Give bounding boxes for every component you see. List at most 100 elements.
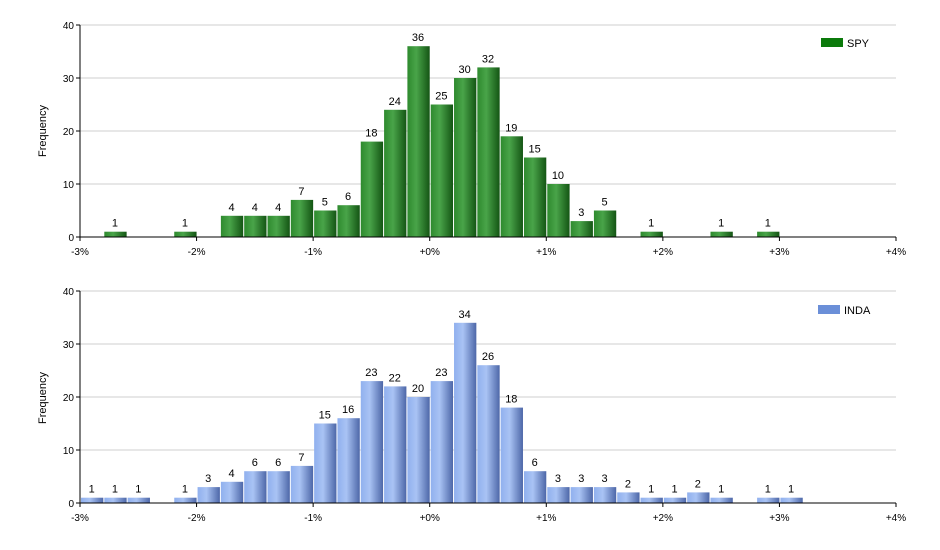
bar-value-label: 6 [532,457,538,469]
histogram-bar [244,215,267,237]
histogram-bar [267,215,290,237]
histogram-bar [663,497,687,503]
histogram-bar [570,487,593,503]
y-axis-label: Frequency [37,372,49,424]
x-tick-label: -1% [304,513,322,524]
histogram-bar [220,215,244,237]
x-tick-label: +0% [420,247,440,258]
bar-value-label: 30 [459,64,471,76]
bar-value-label: 32 [482,53,494,65]
bar-value-label: 10 [552,170,564,182]
legend-label-inda: INDA [844,305,871,317]
bar-value-label: 2 [695,478,701,490]
y-tick-label: 10 [63,446,75,457]
bar-value-label: 2 [625,478,631,490]
bar-value-label: 16 [342,404,354,416]
x-tick-label: -2% [188,513,206,524]
legend-swatch-inda [818,305,840,314]
histogram-bar [710,231,733,237]
bar-value-label: 25 [435,91,447,103]
histogram-bar [547,487,570,503]
bar-value-label: 23 [435,367,447,379]
histogram-bar [570,221,593,237]
histogram-bar [360,381,384,503]
axes: 0 10 20 30 40 -3% -2% -1% +0% +1% +2% +3% +4% [63,287,906,524]
bar-value-label: 22 [389,372,401,384]
histogram-bar [267,471,290,503]
bar-value-label: 26 [482,351,494,363]
bar-value-label: 1 [648,484,654,496]
histogram-bar [454,78,477,237]
histogram-bar [314,210,337,237]
bar-value-label: 1 [135,484,141,496]
histogram-bar [197,487,220,503]
y-tick-label: 0 [68,233,74,244]
bar-series-inda [81,322,803,503]
bar-value-label: 1 [112,218,118,230]
bar-value-label: 18 [505,394,517,406]
bar-value-label: 23 [365,367,377,379]
histogram-bar [757,497,780,503]
histogram-bar [454,322,477,503]
histogram-bar [477,67,500,238]
x-tick-label: +2% [653,513,673,524]
x-tick-label: +2% [653,247,673,258]
histogram-bar [104,497,127,503]
bar-value-label: 1 [182,218,188,230]
histogram-bar [81,497,104,503]
histogram-bar [430,381,454,503]
histogram-bar [500,136,523,237]
x-tick-label: +1% [536,247,556,258]
y-tick-label: 10 [63,180,75,191]
bar-value-label: 4 [275,202,281,214]
legend-label-spy: SPY [847,38,870,50]
y-axis-label: Frequency [37,105,49,157]
bar-value-label: 1 [765,218,771,230]
bar-value-label: 1 [718,218,724,230]
y-tick-label: 30 [63,340,75,351]
bar-value-label: 7 [298,186,304,198]
x-tick-label: +0% [420,513,440,524]
y-tick-label: 30 [63,74,75,85]
histogram-bar [523,471,547,503]
histogram-bar [290,199,314,237]
x-tick-label: +3% [769,513,789,524]
bar-value-label: 1 [89,484,95,496]
bar-value-label: 1 [648,218,654,230]
bar-value-label: 3 [602,473,608,485]
histogram-bar [640,497,663,503]
histogram-bar [430,104,454,237]
histogram-bar [710,497,733,503]
bar-value-label: 20 [412,383,424,395]
y-tick-label: 40 [63,287,75,298]
x-tick-label: -3% [71,247,89,258]
histogram-bar [687,492,710,503]
bar-value-label: 6 [345,191,351,203]
y-tick-label: 0 [68,499,74,510]
histogram-bar [593,210,617,237]
histogram-bar [384,109,407,237]
x-tick-label: +4% [886,247,906,258]
y-tick-label: 20 [63,393,75,404]
bar-value-label: 1 [112,484,118,496]
histogram-bar [360,141,384,237]
bar-value-label: 1 [718,484,724,496]
bar-value-label: 24 [389,96,401,108]
histogram-bar [384,386,407,503]
bar-value-label: 18 [365,128,377,140]
bar-value-label: 34 [459,309,471,321]
histogram-bar [593,487,617,503]
histogram-bar [547,184,570,237]
bar-value-label: 19 [505,122,517,134]
legend: INDA [818,305,871,317]
y-tick-label: 20 [63,127,75,138]
histogram-bar [407,397,430,503]
bar-value-label: 3 [205,473,211,485]
histogram-bar [407,46,430,238]
histogram-bar [104,231,127,237]
axes: 0 10 20 30 40 -3% -2% -1% +0% +1% +2% +3% +4% [63,21,906,258]
bar-value-label: 6 [275,457,281,469]
